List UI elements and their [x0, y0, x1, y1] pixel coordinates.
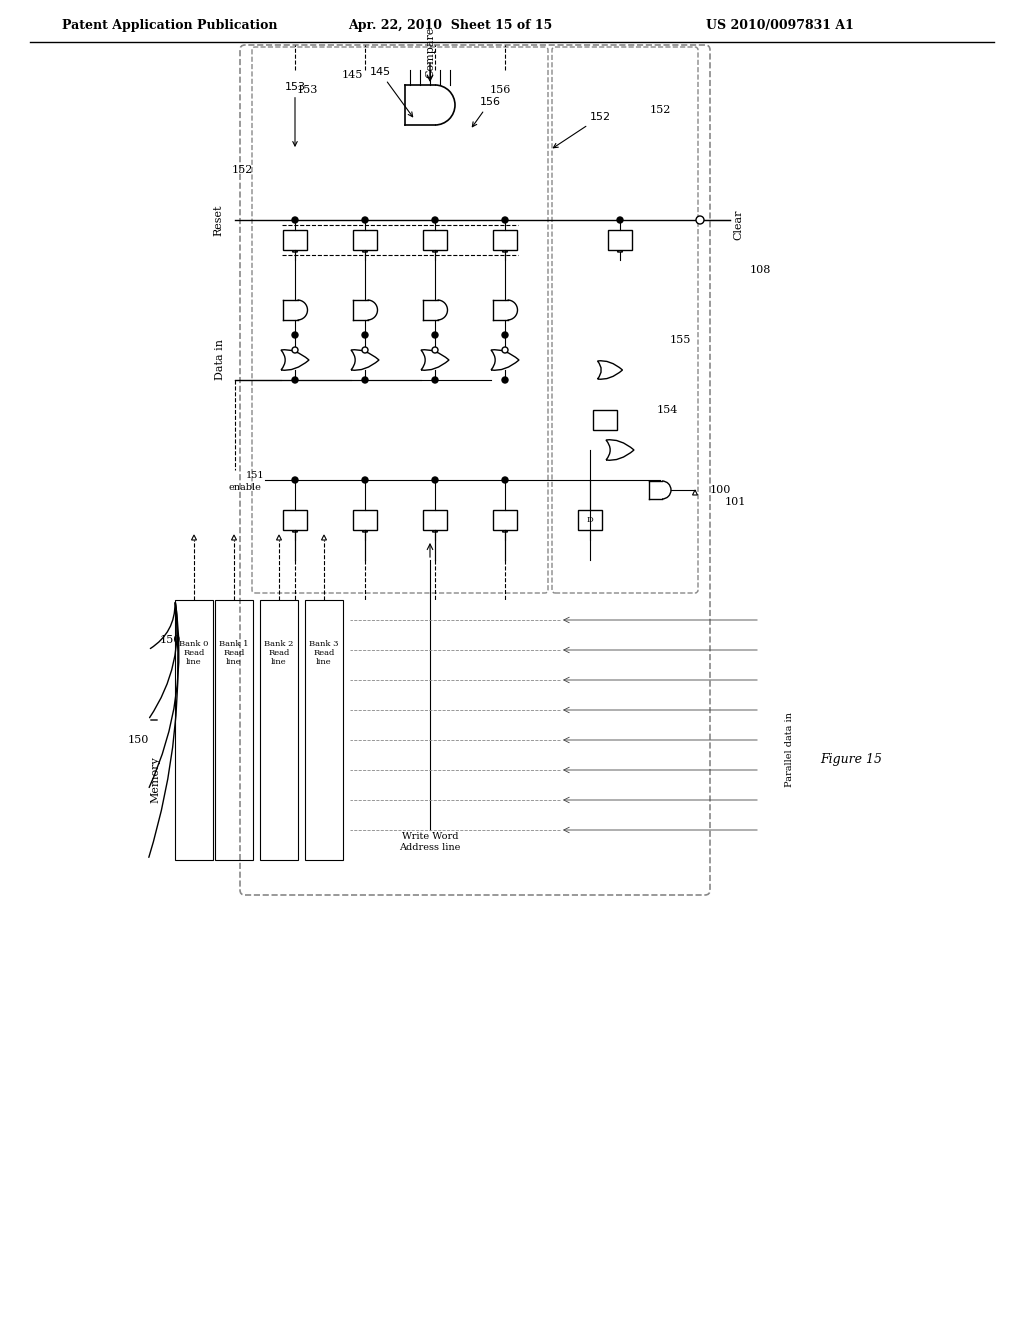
Text: Bank 2
Read
line: Bank 2 Read line [264, 640, 294, 667]
Text: 145: 145 [370, 67, 413, 116]
Text: 153: 153 [296, 84, 317, 95]
Circle shape [292, 347, 298, 352]
Circle shape [362, 378, 368, 383]
Text: Compare: Compare [425, 26, 435, 78]
Circle shape [432, 378, 438, 383]
Text: Parallel data in: Parallel data in [785, 713, 795, 788]
Text: enable: enable [228, 483, 261, 492]
Text: 150: 150 [160, 635, 180, 645]
Bar [260, 601, 298, 861]
Text: 155: 155 [670, 335, 690, 345]
Circle shape [502, 477, 508, 483]
Circle shape [502, 347, 508, 352]
Text: US 2010/0097831 A1: US 2010/0097831 A1 [707, 18, 854, 32]
Circle shape [362, 477, 368, 483]
Circle shape [432, 477, 438, 483]
Text: 152: 152 [649, 106, 671, 115]
Bar [175, 601, 213, 861]
Bar [305, 601, 343, 861]
Circle shape [502, 378, 508, 383]
Text: Write Word
Address line: Write Word Address line [399, 833, 461, 851]
Bar [215, 601, 253, 861]
Bar [423, 230, 447, 249]
Circle shape [292, 333, 298, 338]
Text: 156: 156 [489, 84, 511, 95]
Text: 108: 108 [750, 265, 771, 275]
Text: 101: 101 [724, 498, 745, 507]
Text: Data in: Data in [215, 339, 225, 380]
Text: Reset: Reset [213, 205, 223, 236]
Text: 153: 153 [285, 82, 305, 147]
Text: Apr. 22, 2010  Sheet 15 of 15: Apr. 22, 2010 Sheet 15 of 15 [348, 18, 552, 32]
Text: 152: 152 [231, 165, 253, 176]
Text: 100: 100 [710, 484, 731, 495]
Text: Bank 0
Read
line: Bank 0 Read line [179, 640, 209, 667]
Text: 150: 150 [127, 735, 148, 744]
Text: Patent Application Publication: Patent Application Publication [62, 18, 278, 32]
Text: 152: 152 [553, 112, 610, 148]
Circle shape [362, 347, 368, 352]
Text: D: D [587, 516, 593, 524]
Bar [493, 510, 517, 531]
Bar [423, 510, 447, 531]
Circle shape [432, 347, 438, 352]
Text: 156: 156 [472, 96, 501, 127]
Text: Memory: Memory [150, 756, 160, 804]
Circle shape [432, 216, 438, 223]
Circle shape [362, 216, 368, 223]
Text: 151: 151 [246, 470, 264, 479]
Circle shape [617, 216, 623, 223]
Text: Clear: Clear [733, 210, 743, 240]
Circle shape [502, 333, 508, 338]
Circle shape [292, 477, 298, 483]
Bar [593, 411, 617, 430]
Circle shape [432, 333, 438, 338]
Circle shape [502, 216, 508, 223]
Text: Bank 3
Read
line: Bank 3 Read line [309, 640, 339, 667]
Text: Bank 1
Read
line: Bank 1 Read line [219, 640, 249, 667]
Bar [283, 230, 307, 249]
Text: Figure 15: Figure 15 [820, 754, 882, 767]
Circle shape [292, 378, 298, 383]
Bar [493, 230, 517, 249]
Circle shape [292, 216, 298, 223]
Text: 145: 145 [341, 70, 362, 81]
Bar [353, 510, 377, 531]
Bar [353, 230, 377, 249]
Bar [578, 510, 602, 531]
Circle shape [362, 333, 368, 338]
Bar [283, 510, 307, 531]
Text: 154: 154 [656, 405, 678, 414]
Circle shape [696, 216, 705, 224]
Bar [608, 230, 632, 249]
